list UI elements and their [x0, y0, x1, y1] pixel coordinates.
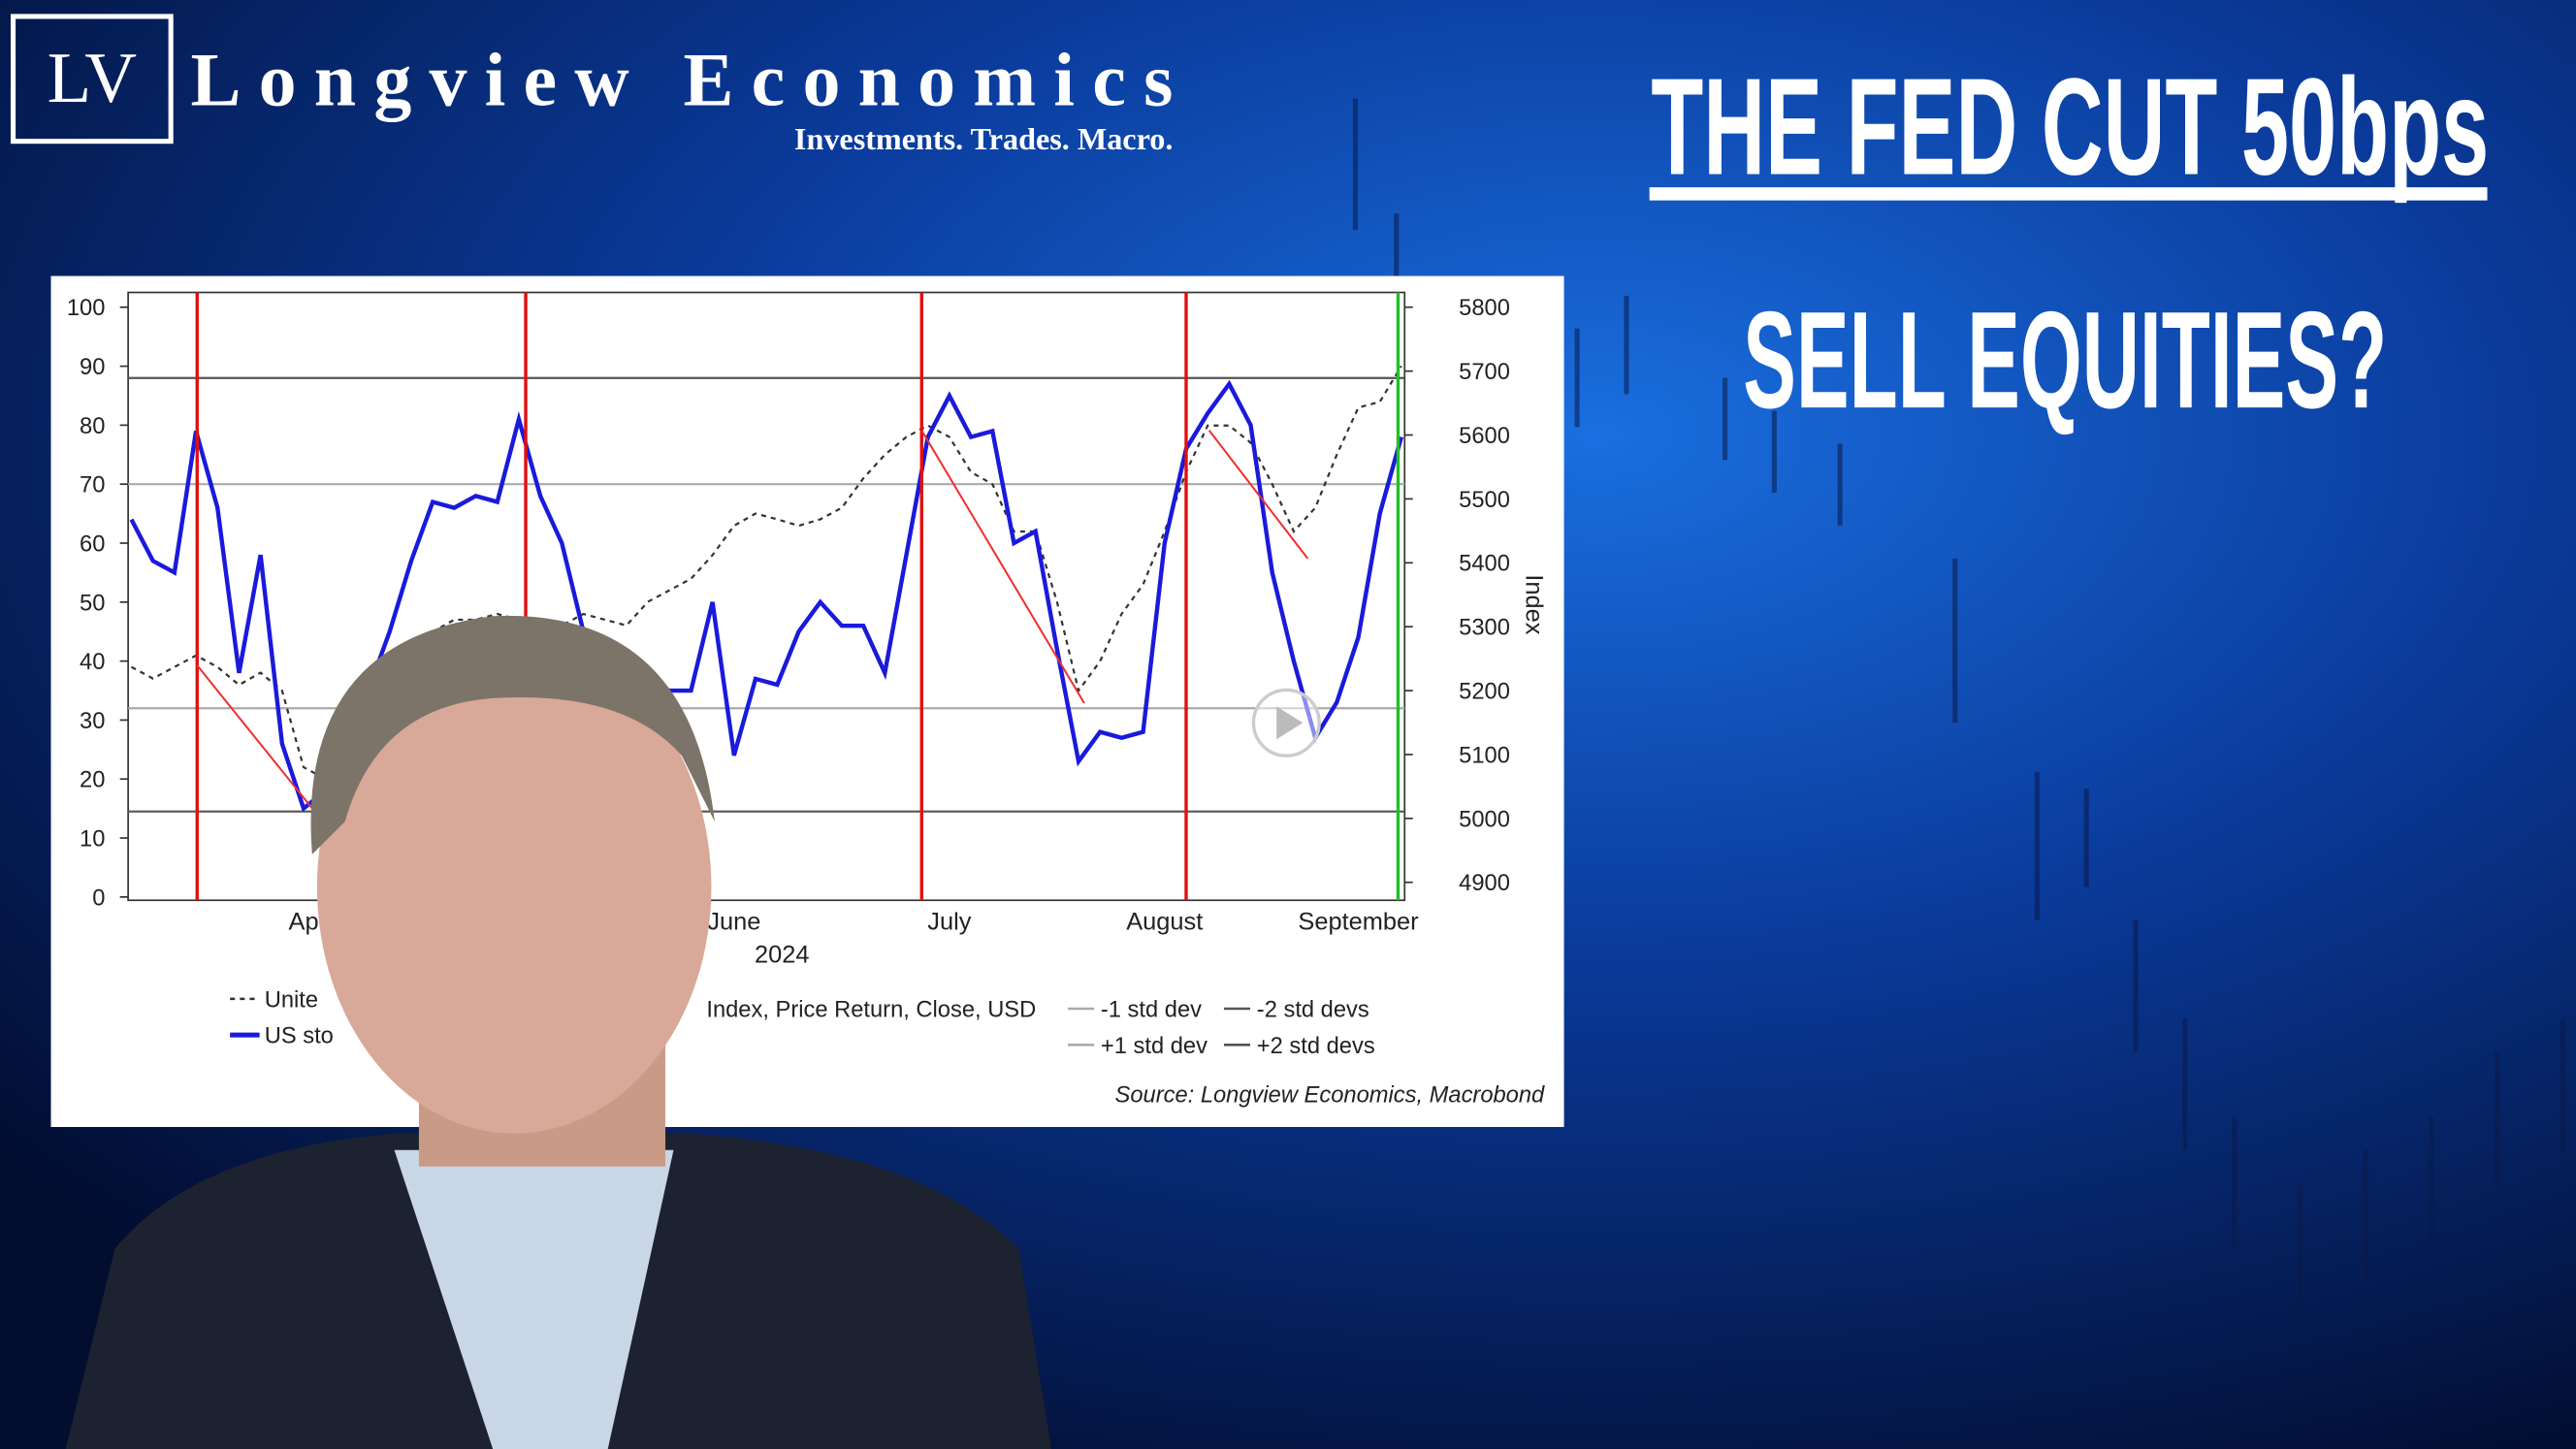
y2-axis-label: Index: [1521, 574, 1548, 634]
y-tick-label: 10: [80, 827, 105, 853]
face: [316, 640, 712, 1134]
y-tick-label: 60: [80, 531, 105, 557]
y2-tick-label: 5200: [1459, 680, 1510, 705]
plot-frame: [127, 291, 1406, 902]
hair: [310, 615, 715, 854]
presenter: [65, 615, 1052, 1449]
y2-tick-label: 5800: [1459, 296, 1510, 321]
y-tick-label: 100: [67, 296, 106, 321]
series-line: [130, 365, 1402, 781]
y-tick-label: 80: [80, 414, 105, 439]
x-tick-label: June: [707, 909, 760, 936]
x-tick-label: September: [1298, 909, 1419, 936]
y2-tick-label: 5000: [1459, 807, 1510, 832]
headline-underline: [1649, 187, 2488, 201]
logo-badge: LV: [48, 39, 137, 118]
x-tick-label: July: [927, 909, 971, 936]
headline-2: SELL EQUITIES?: [1743, 283, 2387, 437]
y-tick-label: 50: [80, 591, 105, 616]
legend-label: -2 std devs: [1257, 998, 1369, 1023]
y-tick-label: 70: [80, 473, 105, 499]
legend-fragment: Index, Price Return, Close, USD: [706, 998, 1036, 1023]
legend-label: Unite: [265, 987, 318, 1013]
logo-box: [11, 14, 174, 145]
source: Source: Longview Economics, Macrobond: [1115, 1083, 1546, 1109]
chart: 0 10 20 30 40 50 60 70 80 90 100 4900 5000 5100 5200 53…: [67, 291, 1548, 1109]
y2-tick-label: 4900: [1459, 871, 1510, 896]
arrow: [196, 430, 1309, 810]
shirt: [394, 1149, 674, 1449]
x-tick-label: Ap: [289, 909, 319, 936]
y-tick-label: 0: [92, 886, 105, 911]
y2-tick-label: 5100: [1459, 743, 1510, 768]
y-tick-label: 30: [80, 709, 105, 734]
bg-candles: [1352, 98, 2565, 1315]
x-sublabel: 2024: [755, 942, 809, 969]
y2-tick-label: 5700: [1459, 360, 1510, 385]
legend-label: -1 std dev: [1101, 998, 1202, 1023]
play-icon: [1276, 706, 1304, 740]
y-tick-label: 20: [80, 768, 105, 793]
y2-tick-label: 5600: [1459, 424, 1510, 449]
x-tick-label: August: [1126, 909, 1203, 936]
legend-label: +1 std dev: [1101, 1034, 1208, 1059]
y-tick-label: 40: [80, 650, 105, 675]
y2-tick-label: 5300: [1459, 616, 1510, 641]
y2-tick-label: 5400: [1459, 552, 1510, 577]
headline-1: THE FED CUT 50bps: [1651, 50, 2489, 205]
legend-label: +2 std devs: [1257, 1034, 1375, 1059]
y-tick-label: 90: [80, 355, 105, 380]
logo-tagline: Investments. Trades. Macro.: [794, 121, 1174, 156]
legend-label: US sto: [265, 1024, 334, 1049]
y2-tick-label: 5500: [1459, 488, 1510, 513]
